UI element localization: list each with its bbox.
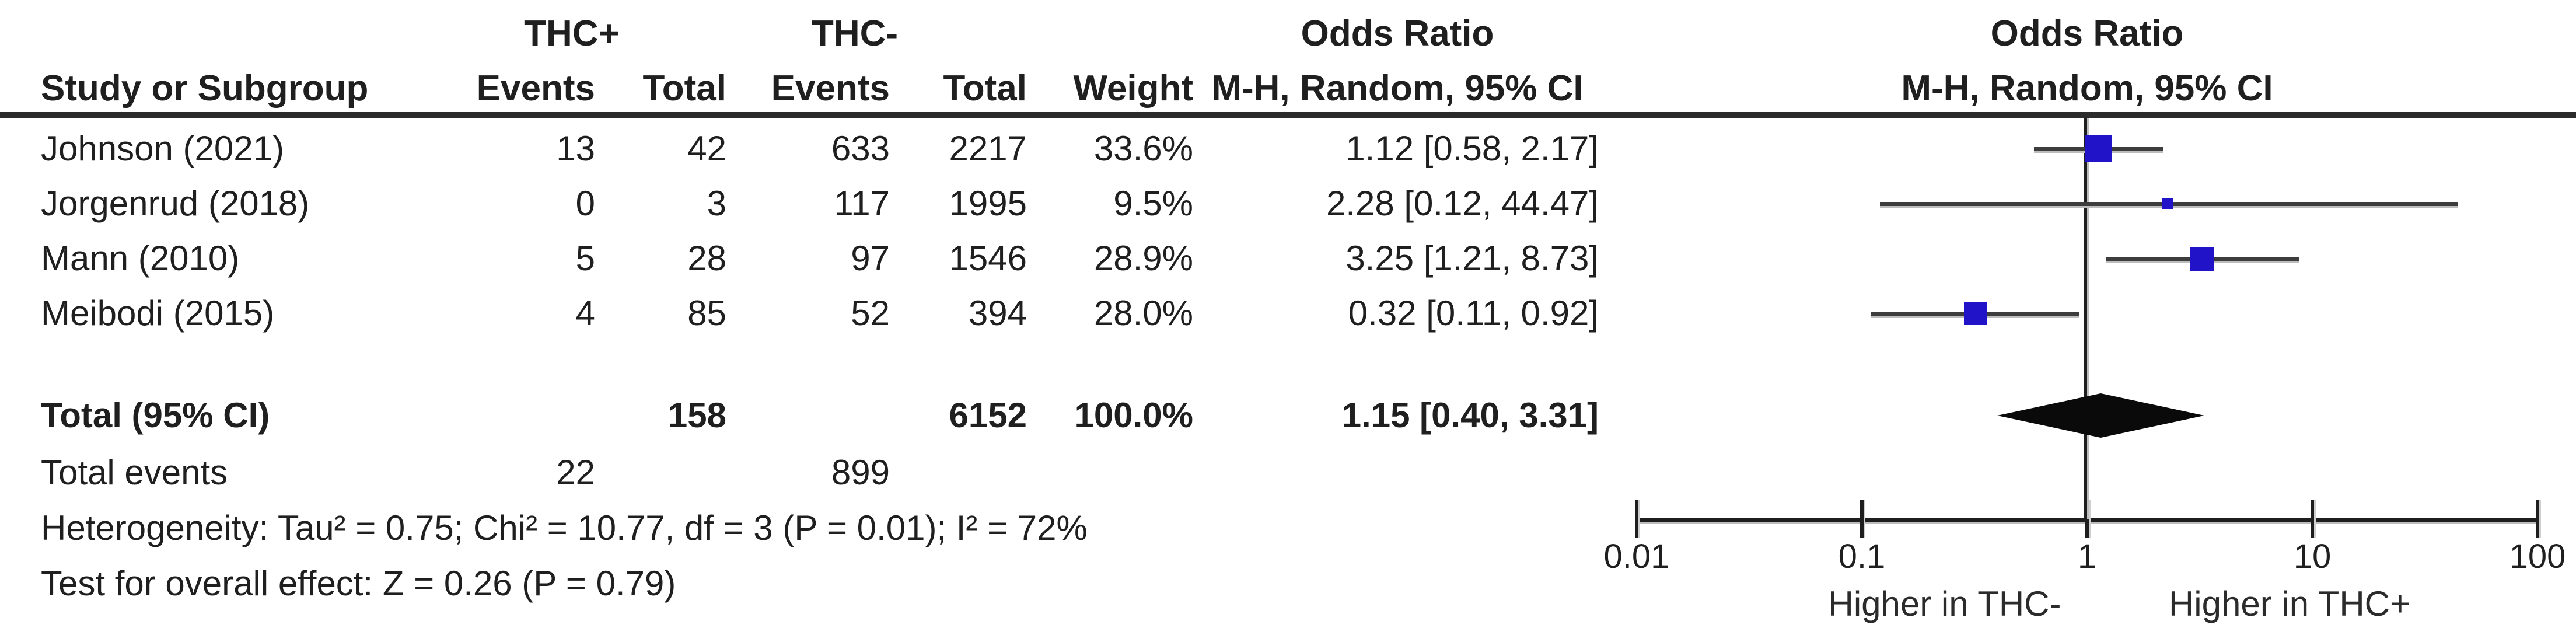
- group-thc-pos-header: THC+: [524, 13, 620, 54]
- weight-value: 33.6%: [1093, 129, 1193, 168]
- total-or-ci: 1.15 [0.40, 3.31]: [1341, 396, 1599, 435]
- axis-tick-1: [2085, 500, 2089, 538]
- thc-pos-total: 85: [687, 294, 726, 333]
- header-divider-rule: [0, 112, 2576, 118]
- effect-square-jorgenrud: [2162, 198, 2173, 209]
- thc-pos-total: 42: [687, 129, 726, 168]
- axis-tick-label: 1: [2077, 538, 2097, 575]
- total-events-thc-neg: 899: [831, 453, 890, 492]
- or-ci-value: 0.32 [0.11, 0.92]: [1348, 294, 1599, 333]
- total-label: Total (95% CI): [41, 396, 270, 435]
- study-label: Mann (2010): [41, 239, 240, 278]
- or-ci-value: 1.12 [0.58, 2.17]: [1345, 129, 1599, 168]
- odds-ratio-table-title: Odds Ratio: [1301, 13, 1494, 54]
- heterogeneity-text: Heterogeneity: Tau² = 0.75; Chi² = 10.77…: [41, 508, 1088, 547]
- study-label: Jorgenrud (2018): [41, 184, 310, 223]
- weight-value: 28.0%: [1093, 294, 1193, 333]
- overall-effect-text: Test for overall effect: Z = 0.26 (P = 0…: [41, 564, 676, 603]
- total-events-label: Total events: [41, 453, 228, 492]
- table-row-johnson: Johnson (2021) 13 42 633 2217 33.6% 1.12…: [0, 130, 2576, 168]
- axis-tick-10: [2311, 500, 2314, 538]
- heterogeneity-row: Heterogeneity: Tau² = 0.75; Chi² = 10.77…: [0, 510, 2576, 547]
- weight-value: 9.5%: [1113, 184, 1193, 223]
- axis-tick-0p1: [1860, 500, 1864, 538]
- thc-neg-events: 97: [851, 239, 890, 278]
- thc-pos-events: 5: [575, 239, 595, 278]
- total-row: Total (95% CI) 158 6152 100.0% 1.15 [0.4…: [0, 397, 2576, 434]
- total-events-thc-pos: 22: [556, 453, 595, 492]
- weight-col-header: Weight: [1073, 68, 1194, 109]
- thc-neg-total: 2217: [949, 129, 1027, 168]
- study-col-header: Study or Subgroup: [41, 68, 369, 109]
- axis-tick-0p01: [1635, 500, 1638, 538]
- or-ci-value: 2.28 [0.12, 44.47]: [1326, 184, 1599, 223]
- header-row-2: Study or Subgroup Events Total Events To…: [0, 70, 2576, 107]
- axis-tick-label: 10: [2293, 538, 2332, 575]
- direction-label-left: Higher in THC-: [1828, 584, 2061, 623]
- odds-ratio-plot-title: Odds Ratio: [1990, 13, 2184, 54]
- thc-neg-events: 633: [831, 129, 890, 168]
- thc-neg-total: 1995: [949, 184, 1027, 223]
- study-label: Meibodi (2015): [41, 294, 275, 333]
- axis-tick-label: 0.1: [1838, 538, 1886, 575]
- events-pos-col-header: Events: [476, 68, 595, 109]
- thc-neg-total: 394: [968, 294, 1027, 333]
- thc-neg-total: 1546: [949, 239, 1027, 278]
- thc-pos-total: 3: [707, 184, 726, 223]
- table-row-jorgenrud: Jorgenrud (2018) 0 3 117 1995 9.5% 2.28 …: [0, 185, 2576, 222]
- effect-square-mann: [2190, 247, 2214, 271]
- thc-pos-events: 13: [556, 129, 595, 168]
- overall-effect-row: Test for overall effect: Z = 0.26 (P = 0…: [0, 565, 2576, 602]
- plot-ci-header: M-H, Random, 95% CI: [1901, 68, 2273, 109]
- weight-value: 28.9%: [1093, 239, 1193, 278]
- study-label: Johnson (2021): [41, 129, 284, 168]
- table-row-meibodi: Meibodi (2015) 4 85 52 394 28.0% 0.32 [0…: [0, 295, 2576, 332]
- effect-square-meibodi: [1964, 302, 1987, 325]
- axis-tick-label: 100: [2509, 538, 2566, 575]
- events-neg-col-header: Events: [771, 68, 890, 109]
- thc-neg-events: 117: [834, 184, 890, 223]
- axis-tick-100: [2536, 500, 2539, 538]
- null-effect-line: [2084, 118, 2087, 519]
- or-ci-value: 3.25 [1.21, 8.73]: [1345, 239, 1599, 278]
- thc-pos-total: 28: [687, 239, 726, 278]
- total-thc-neg: 6152: [949, 396, 1027, 435]
- direction-label-right: Higher in THC+: [2168, 584, 2411, 623]
- thc-neg-events: 52: [851, 294, 890, 333]
- total-events-row: Total events 22 899: [0, 454, 2576, 491]
- header-row-1: THC+ THC- Odds Ratio Odds Ratio: [0, 15, 2576, 53]
- table-row-mann: Mann (2010) 5 28 97 1546 28.9% 3.25 [1.2…: [0, 240, 2576, 277]
- effect-square-johnson: [2085, 135, 2112, 162]
- or-ci-col-header: M-H, Random, 95% CI: [1211, 68, 1584, 109]
- total-weight: 100.0%: [1074, 396, 1194, 435]
- thc-pos-events: 0: [575, 184, 595, 223]
- axis-tick-label: 0.01: [1603, 538, 1670, 575]
- group-thc-neg-header: THC-: [811, 13, 899, 54]
- total-neg-col-header: Total: [943, 68, 1027, 109]
- thc-pos-events: 4: [575, 294, 595, 333]
- total-thc-pos: 158: [667, 396, 726, 435]
- total-pos-col-header: Total: [642, 68, 727, 109]
